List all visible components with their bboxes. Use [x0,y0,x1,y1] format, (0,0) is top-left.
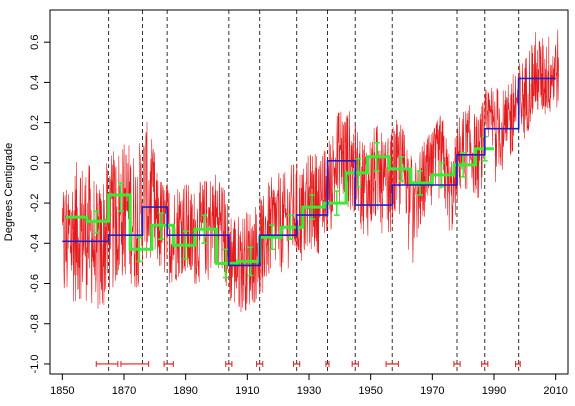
x-tick-label: 1970 [420,385,444,397]
y-axis: -1.0 -0.8 -0.6 -0.4 -0.2 0.0 0.2 0.4 0.6 [29,35,50,373]
y-tick-label: 0.4 [29,75,41,90]
blue-step-line [62,77,556,267]
y-tick-label: -0.2 [29,194,41,213]
green-step-line [65,147,494,265]
y-tick-label: -0.6 [29,274,41,293]
x-axis: 1850 1870 1890 1910 1930 1950 1970 1990 2010 [50,374,568,397]
y-tick-label: 0.0 [29,155,41,170]
breakpoint-confidence-intervals [95,360,521,367]
x-tick-label: 1930 [297,385,321,397]
x-tick-label: 2010 [543,385,567,397]
x-tick-label: 1850 [50,385,74,397]
y-tick-label: -1.0 [29,354,41,373]
x-tick-label: 1870 [112,385,136,397]
x-tick-label: 1950 [358,385,382,397]
blue-step-series [62,77,556,267]
y-tick-label: 0.6 [29,35,41,50]
y-tick-label: -0.8 [29,314,41,333]
x-tick-label: 1990 [482,385,506,397]
x-tick-label: 1890 [173,385,197,397]
x-tick-label: 1910 [235,385,259,397]
y-axis-title: Degrees Centigrade [3,143,15,241]
y-tick-label: 0.2 [29,115,41,130]
y-tick-label: -0.4 [29,234,41,253]
